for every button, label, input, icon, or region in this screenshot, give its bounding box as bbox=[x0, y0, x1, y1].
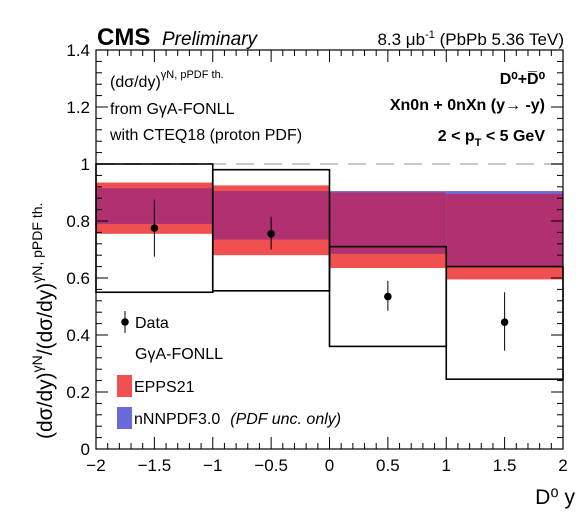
y-tick-label: 1.4 bbox=[66, 41, 90, 60]
x-tick-label: −1 bbox=[203, 456, 222, 475]
y-axis-ticks: 0 0.2 0.4 0.6 0.8 1 1.2 1.4 bbox=[66, 41, 563, 459]
band-overlap bbox=[446, 193, 563, 267]
legend-data-marker bbox=[121, 318, 129, 326]
data-point bbox=[500, 318, 509, 326]
x-tick-label: −0.5 bbox=[254, 456, 288, 475]
experiment-label: CMS bbox=[97, 24, 150, 51]
legend-epps21-label: EPPS21 bbox=[134, 379, 195, 396]
pdf-annotation: with CTEQ18 (proton PDF) bbox=[109, 127, 302, 144]
legend-epps21-swatch bbox=[117, 375, 132, 397]
data-point bbox=[150, 224, 159, 232]
formula-annotation: (dσ/dy)γN, pPDF th. bbox=[110, 69, 224, 91]
band-overlap bbox=[329, 192, 447, 254]
data-point bbox=[384, 292, 392, 301]
y-tick-label: 0.2 bbox=[66, 383, 90, 402]
x-tick-label: 0.5 bbox=[376, 456, 400, 475]
y-tick-label: 1 bbox=[81, 155, 90, 174]
legend-nnnpdf-swatch bbox=[117, 407, 132, 429]
y-axis-title: (dσ/dy)γN/(dσ/dy)γN, pPDF th. bbox=[29, 203, 57, 439]
pt-annotation: 2 < pT < 5 GeV bbox=[438, 128, 546, 149]
y-tick-label: 0.8 bbox=[66, 212, 90, 231]
x-tick-label: −1.5 bbox=[138, 456, 172, 475]
particle-annotation: D⁰+D̅⁰ bbox=[500, 70, 546, 88]
x-tick-label: 2 bbox=[558, 456, 567, 475]
lumi-label: 8.3 μb-1 (PbPb 5.36 TeV) bbox=[377, 29, 564, 49]
model-annotation: from GγA-FONLL bbox=[110, 101, 235, 118]
status-label: Preliminary bbox=[162, 29, 259, 50]
y-tick-label: 0 bbox=[81, 440, 90, 459]
legend-nnnpdf-label: nNNPDF3.0 (PDF unc. only) bbox=[134, 411, 341, 428]
x-axis-ticks: −2 −1.5 −1 −0.5 0 0.5 1 1.5 2 bbox=[86, 50, 568, 475]
y-tick-label: 0.6 bbox=[66, 269, 90, 288]
legend: Data GγA-FONLL EPPS21 nNNPDF3.0 (PDF unc.… bbox=[117, 311, 341, 429]
x-tick-label: 1 bbox=[442, 456, 451, 475]
y-tick-label: 1.2 bbox=[66, 98, 90, 117]
legend-model-title: GγA-FONLL bbox=[135, 346, 223, 363]
y-tick-label: 0.4 bbox=[66, 326, 90, 345]
data-points bbox=[150, 199, 509, 351]
x-tick-label: −2 bbox=[86, 456, 105, 475]
x-tick-label: 0 bbox=[325, 456, 334, 475]
systematic-box bbox=[211, 168, 331, 292]
data-point bbox=[267, 230, 275, 238]
x-axis-title: D⁰ y bbox=[535, 486, 575, 509]
selection-annotation: Xn0n + 0nXn (y→ -y) bbox=[390, 97, 545, 114]
legend-data-label: Data bbox=[135, 315, 169, 332]
x-tick-label: 1.5 bbox=[493, 456, 517, 475]
